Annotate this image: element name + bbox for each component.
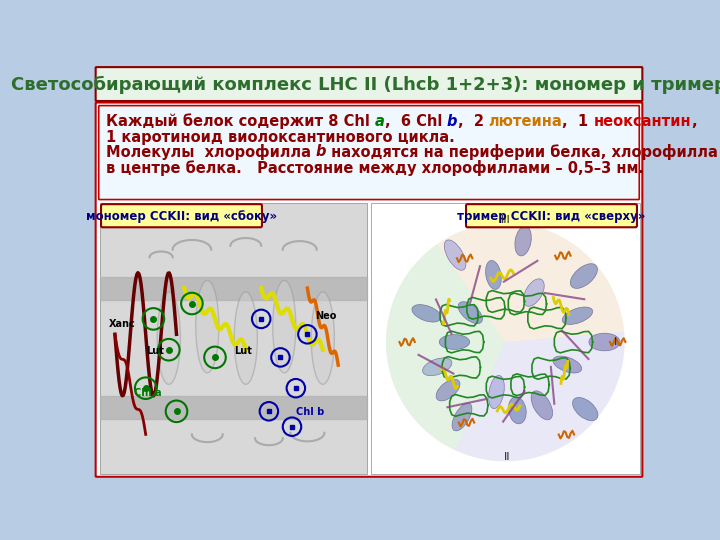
- Bar: [99, 396, 367, 419]
- Ellipse shape: [436, 379, 460, 401]
- Text: III: III: [500, 215, 510, 225]
- Ellipse shape: [562, 307, 593, 325]
- Wedge shape: [437, 222, 624, 342]
- Text: Chl a: Chl a: [134, 388, 162, 398]
- Ellipse shape: [489, 375, 504, 409]
- Ellipse shape: [515, 226, 531, 256]
- Ellipse shape: [531, 391, 552, 420]
- Ellipse shape: [423, 358, 452, 376]
- Text: ,  6 Chl: , 6 Chl: [384, 113, 447, 129]
- Ellipse shape: [234, 292, 257, 384]
- Ellipse shape: [485, 260, 501, 289]
- Ellipse shape: [458, 302, 482, 323]
- Text: ,  2: , 2: [457, 113, 489, 129]
- FancyBboxPatch shape: [96, 103, 642, 477]
- Wedge shape: [455, 332, 625, 461]
- Ellipse shape: [553, 356, 582, 373]
- Ellipse shape: [508, 397, 526, 424]
- Ellipse shape: [412, 305, 441, 322]
- FancyBboxPatch shape: [96, 67, 642, 101]
- Ellipse shape: [572, 397, 598, 421]
- Text: 1 каротиноид виолоксантинового цикла.: 1 каротиноид виолоксантинового цикла.: [106, 130, 454, 145]
- Text: Lut: Lut: [145, 346, 163, 355]
- Ellipse shape: [311, 292, 334, 384]
- Text: b: b: [447, 113, 457, 129]
- Text: II: II: [504, 453, 511, 462]
- Ellipse shape: [439, 335, 469, 349]
- Bar: [371, 202, 640, 475]
- Text: неоксантин: неоксантин: [594, 113, 691, 129]
- Text: Lut: Lut: [234, 346, 252, 355]
- Text: мономер CCKII: вид «сбоку»: мономер CCKII: вид «сбоку»: [86, 210, 276, 223]
- Text: Neo: Neo: [315, 311, 336, 321]
- Ellipse shape: [452, 403, 472, 431]
- Text: в центре белка.   Расстояние между хлорофиллами – 0,5–3 нм.: в центре белка. Расстояние между хлорофи…: [106, 160, 644, 176]
- Ellipse shape: [196, 280, 219, 373]
- Text: I: I: [613, 337, 617, 347]
- Ellipse shape: [589, 333, 620, 351]
- Text: b: b: [316, 144, 326, 159]
- Bar: [99, 276, 367, 300]
- Text: лютеина: лютеина: [489, 113, 562, 129]
- FancyBboxPatch shape: [101, 204, 262, 227]
- Text: ,: ,: [691, 113, 697, 129]
- Text: находятся на периферии белка, хлорофилла: находятся на периферии белка, хлорофилла: [326, 144, 720, 160]
- Ellipse shape: [157, 292, 180, 384]
- Ellipse shape: [273, 280, 296, 373]
- Wedge shape: [386, 244, 505, 450]
- Text: тример CCKII: вид «сверху»: тример CCKII: вид «сверху»: [457, 210, 646, 223]
- Ellipse shape: [570, 264, 598, 288]
- Text: a: a: [374, 113, 384, 129]
- Ellipse shape: [523, 279, 544, 306]
- Text: Chl b: Chl b: [296, 407, 324, 417]
- Text: Светособирающий комплекс LHC II (Lhcb 1+2+3): мономер и тример: Светособирающий комплекс LHC II (Lhcb 1+…: [11, 76, 720, 94]
- Text: Каждый белок содержит 8 Chl: Каждый белок содержит 8 Chl: [106, 113, 374, 129]
- FancyBboxPatch shape: [99, 106, 639, 200]
- Text: ,  1: , 1: [562, 113, 594, 129]
- Bar: [99, 202, 367, 475]
- Text: Xanc: Xanc: [109, 319, 135, 329]
- FancyBboxPatch shape: [466, 204, 637, 227]
- Ellipse shape: [444, 240, 466, 271]
- Text: Молекулы  хлорофилла: Молекулы хлорофилла: [106, 144, 316, 160]
